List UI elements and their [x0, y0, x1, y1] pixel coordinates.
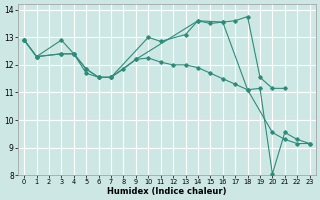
X-axis label: Humidex (Indice chaleur): Humidex (Indice chaleur) — [107, 187, 227, 196]
